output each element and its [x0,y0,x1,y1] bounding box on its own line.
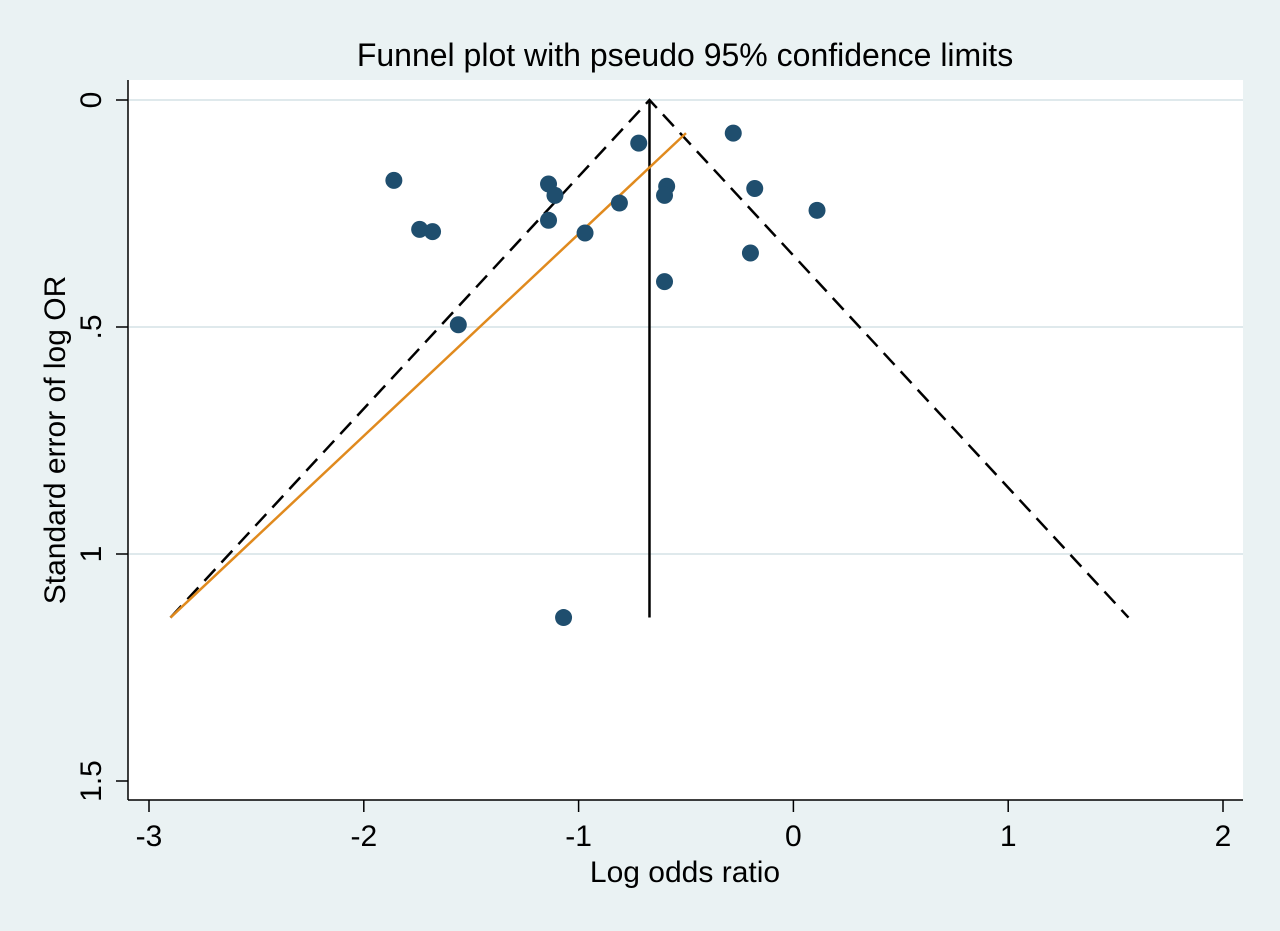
study-point [385,171,403,189]
study-point [424,223,442,241]
y-tick-label: 0 [75,92,108,109]
regression-line [169,132,687,619]
study-point [555,609,573,627]
study-point [656,186,674,204]
x-tick-label: -2 [350,820,377,853]
y-tick-label: 1 [75,546,108,563]
study-point [656,273,674,291]
study-point [741,244,759,262]
gridlines [129,99,1243,555]
y-axis-ticks: 0 .5 1 1.5 [75,92,128,802]
study-point [724,124,742,142]
x-tick-label: -1 [565,820,592,853]
study-point [808,201,826,219]
y-tick-label: .5 [75,314,108,339]
x-tick-label: 1 [1000,820,1017,853]
study-point [411,220,429,238]
plot-series [169,98,1130,627]
study-point [746,180,764,198]
x-axis-ticks: -3 -2 -1 0 1 2 [136,800,1232,853]
y-tick-label: 1.5 [75,760,108,802]
study-point [449,316,467,334]
x-tick-label: 2 [1215,820,1232,853]
study-point [610,194,628,212]
y-axis-title: Standard error of log OR [39,276,72,605]
study-point [576,224,594,242]
x-tick-label: 0 [785,820,802,853]
study-point [630,134,648,152]
plot-area [128,80,1243,800]
x-axis-title: Log odds ratio [590,856,780,889]
study-point [546,186,564,204]
x-tick-label: -3 [136,820,163,853]
axes [127,80,1243,801]
study-point [540,211,558,229]
chart-title: Funnel plot with pseudo 95% confidence l… [357,37,1013,73]
